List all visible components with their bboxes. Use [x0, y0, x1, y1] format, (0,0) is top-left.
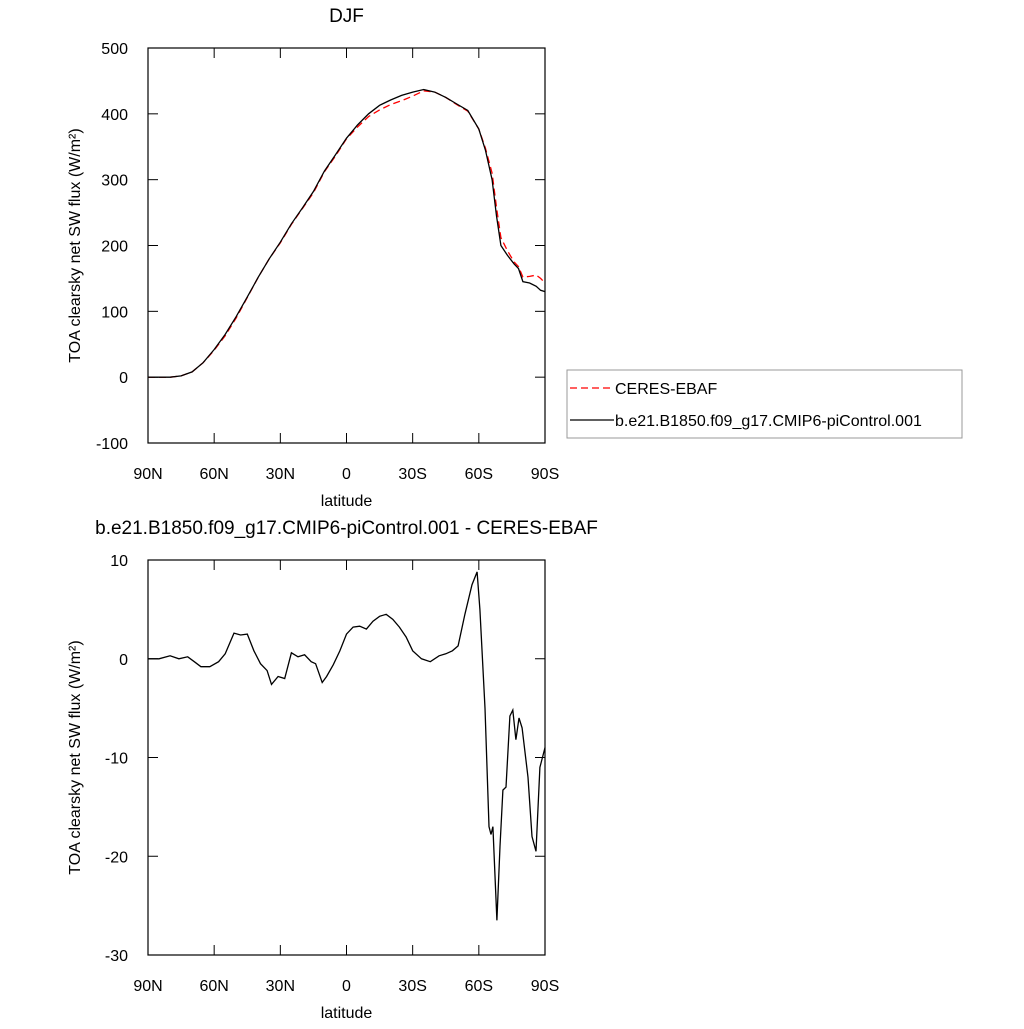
x-tick-label: 30N [266, 978, 295, 995]
x-axis-label: latitude [321, 493, 373, 510]
y-tick-label: 500 [101, 41, 128, 58]
chart-title: b.e21.B1850.f09_g17.CMIP6-piControl.001 … [95, 518, 598, 539]
y-axis-label: TOA clearsky net SW flux (W/m²) [67, 128, 84, 362]
y-tick-label: 200 [101, 239, 128, 256]
x-tick-label: 30N [266, 466, 295, 483]
x-tick-label: 0 [342, 978, 351, 995]
y-tick-label: 100 [101, 304, 128, 321]
x-tick-label: 60S [465, 978, 493, 995]
data-line [148, 90, 546, 378]
chart-title: DJF [329, 6, 364, 27]
legend-label: CERES-EBAF [615, 381, 717, 398]
x-tick-label: 60N [199, 466, 228, 483]
data-line [148, 571, 546, 921]
y-tick-label: 400 [101, 107, 128, 124]
x-tick-label: 90S [531, 978, 559, 995]
legend-label: b.e21.B1850.f09_g17.CMIP6-piControl.001 [615, 413, 922, 430]
x-tick-label: 90N [133, 978, 162, 995]
plot-frame [147, 559, 546, 956]
x-tick-label: 30S [398, 466, 426, 483]
y-tick-label: 300 [101, 173, 128, 190]
y-tick-label: 0 [119, 652, 128, 669]
y-axis-label: TOA clearsky net SW flux (W/m²) [67, 640, 84, 874]
y-tick-label: 10 [110, 553, 128, 570]
legend-box [566, 369, 963, 439]
x-tick-label: 60S [465, 466, 493, 483]
y-tick-label: -30 [105, 948, 128, 965]
x-tick-label: 0 [342, 466, 351, 483]
y-tick-label: 0 [119, 370, 128, 387]
x-axis-label: latitude [321, 1005, 373, 1022]
y-tick-label: -10 [105, 751, 128, 768]
y-tick-label: -20 [105, 849, 128, 866]
x-tick-label: 90N [133, 466, 162, 483]
x-tick-label: 30S [398, 978, 426, 995]
y-tick-label: -100 [96, 436, 128, 453]
x-tick-label: 90S [531, 466, 559, 483]
x-tick-label: 60N [199, 978, 228, 995]
plot-frame [147, 47, 546, 444]
data-line [148, 88, 546, 378]
